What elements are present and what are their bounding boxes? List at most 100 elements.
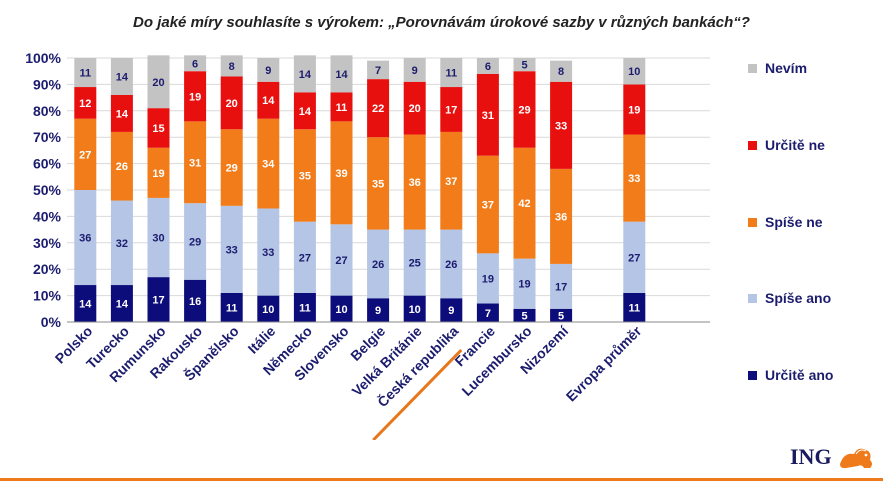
data-label: 6	[485, 61, 491, 73]
data-label: 35	[299, 170, 311, 182]
data-label: 17	[555, 281, 567, 293]
bar-segment-spise-ne	[623, 134, 646, 222]
bar-segment-nevim	[440, 58, 463, 88]
bar-segment-urcite-ano	[293, 292, 316, 322]
bar-segment-spise-ne	[476, 155, 499, 254]
bar-segment-spise-ano	[257, 208, 280, 296]
data-label: 7	[375, 65, 381, 77]
data-label: 19	[482, 273, 494, 285]
bar-segment-nevim	[476, 58, 499, 74]
data-label: 34	[262, 159, 275, 171]
bar-segment-spise-ne	[110, 131, 133, 201]
data-label: 5	[521, 310, 527, 322]
bar-segment-spise-ano	[623, 221, 646, 293]
bar-segment-nevim	[513, 58, 536, 72]
data-label: 11	[628, 302, 640, 314]
bar-segment-urcite-ne	[110, 94, 133, 132]
bars-layer	[74, 55, 646, 322]
bar-segment-spise-ano	[513, 258, 536, 309]
bar-segment-spise-ne	[367, 137, 390, 230]
bar-segment-spise-ano	[403, 229, 426, 296]
data-label: 11	[226, 302, 238, 314]
data-label: 37	[482, 200, 494, 212]
y-tick-label: 10%	[33, 288, 62, 304]
data-label: 11	[336, 102, 348, 114]
bar-segment-spise-ne	[550, 168, 573, 264]
bar-segment-spise-ano	[367, 229, 390, 299]
y-tick-label: 0%	[41, 314, 62, 330]
data-label: 42	[518, 198, 530, 210]
bar-segment-nevim	[550, 60, 573, 82]
lion-icon	[839, 448, 872, 469]
data-label: 7	[485, 308, 491, 320]
bar-segment-spise-ano	[110, 200, 133, 286]
data-label: 36	[409, 177, 421, 189]
bar-segment-nevim	[367, 60, 390, 80]
bar-segment-urcite-ne	[257, 81, 280, 119]
legend-swatch-urcite-ne	[748, 141, 757, 150]
bar-segment-spise-ne	[257, 118, 280, 209]
data-label: 14	[116, 299, 129, 311]
bar-segment-urcite-ano	[476, 303, 499, 322]
y-tick-label: 40%	[33, 208, 62, 224]
bar-segment-spise-ano	[74, 190, 97, 286]
data-label: 33	[628, 173, 640, 185]
data-label: 14	[79, 299, 92, 311]
data-label: 27	[299, 252, 311, 264]
y-tick-label: 100%	[25, 50, 61, 66]
bar-segment-urcite-ano	[403, 295, 426, 322]
legend-label: Spíše ne	[765, 214, 823, 230]
y-tick-label: 70%	[33, 129, 62, 145]
bar-segment-nevim	[623, 58, 646, 85]
data-label: 20	[152, 77, 164, 89]
ing-logo-text: ING	[790, 444, 832, 469]
data-label: 22	[372, 103, 384, 115]
bar-segment-urcite-ano	[367, 298, 390, 322]
data-label: 29	[518, 104, 530, 116]
bar-segment-urcite-ano	[330, 295, 353, 322]
data-label: 10	[628, 66, 640, 78]
bar-segment-spise-ne	[74, 118, 97, 190]
data-label: 29	[189, 236, 201, 248]
data-label: 31	[189, 157, 201, 169]
legend-label: Určitě ne	[765, 137, 825, 153]
bar-segment-urcite-ne	[220, 76, 243, 130]
data-label: 15	[152, 123, 164, 135]
highlight-underline	[372, 348, 463, 440]
data-label: 26	[445, 259, 457, 271]
data-label: 11	[79, 68, 91, 80]
bar-segment-spise-ne	[220, 129, 243, 206]
bar-segment-nevim	[74, 58, 97, 88]
bar-segment-urcite-ano	[110, 285, 133, 322]
data-label: 27	[628, 252, 640, 264]
bar-segment-nevim	[220, 55, 243, 77]
data-label: 14	[299, 106, 312, 118]
data-label: 9	[265, 65, 271, 77]
legend-swatch-urcite-ano	[748, 371, 757, 380]
data-label: 11	[445, 68, 457, 80]
bar-segment-urcite-ne	[367, 79, 390, 138]
bar-segment-urcite-ano	[147, 277, 170, 322]
bar-segment-urcite-ne	[476, 73, 499, 156]
bar-segment-urcite-ne	[74, 87, 97, 119]
data-label: 9	[412, 65, 418, 77]
data-label: 12	[79, 98, 91, 110]
bar-segment-urcite-ne	[330, 92, 353, 122]
y-tick-label: 50%	[33, 182, 62, 198]
data-label: 19	[152, 168, 164, 180]
data-label: 29	[226, 163, 238, 175]
data-label: 6	[192, 58, 198, 70]
data-label: 19	[628, 104, 640, 116]
data-label: 14	[116, 71, 129, 83]
y-tick-label: 20%	[33, 261, 62, 277]
bar-segment-spise-ne	[184, 121, 207, 204]
bar-segment-urcite-ano	[550, 308, 573, 322]
bar-segment-urcite-ano	[513, 308, 536, 322]
bar-segment-spise-ano	[220, 205, 243, 293]
bar-segment-urcite-ano	[220, 292, 243, 322]
bar-segment-urcite-ne	[184, 71, 207, 122]
data-label: 9	[448, 305, 454, 317]
y-tick-label: 60%	[33, 156, 62, 172]
data-label: 26	[372, 259, 384, 271]
data-label: 27	[79, 149, 91, 161]
